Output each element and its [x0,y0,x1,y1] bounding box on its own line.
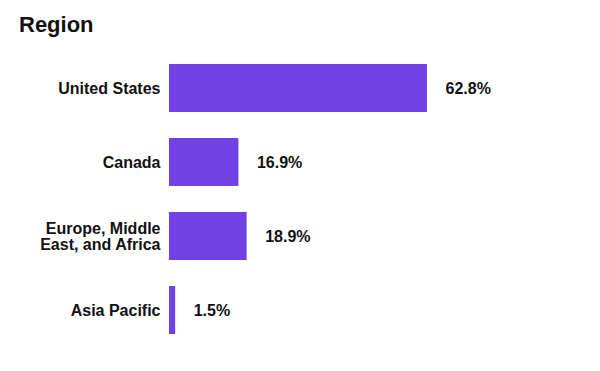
svg-text:16.9%: 16.9% [257,154,302,171]
svg-text:62.8%: 62.8% [446,80,491,97]
svg-text:Asia Pacific: Asia Pacific [71,302,161,319]
svg-text:United States: United States [58,80,160,97]
svg-text:Europe, MiddleEast, and Africa: Europe, MiddleEast, and Africa [40,220,160,253]
svg-text:18.9%: 18.9% [265,228,310,245]
svg-text:Canada: Canada [103,154,161,171]
svg-text:1.5%: 1.5% [194,302,230,319]
html-text:Region: Region [19,12,94,37]
